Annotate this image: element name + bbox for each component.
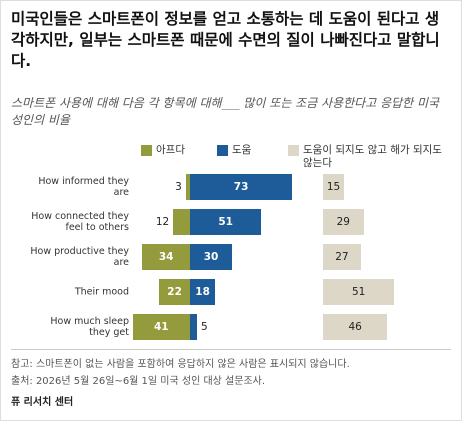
value-label: 30: [203, 251, 219, 263]
legend-label: 아프다: [156, 144, 185, 156]
bar: [323, 209, 364, 235]
bar: [159, 279, 190, 305]
bar: [132, 314, 190, 340]
legend-label: 도움: [232, 144, 252, 156]
divider: [11, 349, 451, 350]
category-label: How informed they are: [38, 176, 129, 198]
legend-label: 도움이 되지도 않고 해가 되지도 않는다: [303, 144, 442, 169]
credit: 퓨 리서치 센터: [11, 397, 74, 408]
category-label: How much sleep they get: [50, 316, 129, 338]
value-label: 51: [218, 216, 233, 228]
legend-swatch: [288, 145, 299, 156]
value-label: 73: [233, 181, 249, 193]
value-label: 29: [336, 216, 350, 228]
bar: [190, 209, 262, 235]
value-label: 22: [167, 286, 182, 298]
chart-subtitle: 스마트폰 사용에 대해 다음 각 항목에 대해___ 많이 또는 조금 사용한다…: [11, 96, 440, 127]
value-label: 46: [348, 321, 362, 333]
value-label: 51: [352, 286, 366, 298]
bar: [323, 314, 388, 340]
chart-title: 미국인들은 스마트폰이 정보를 얻고 소통하는 데 도움이 된다고 생각하지만,…: [11, 10, 440, 70]
bar: [142, 244, 190, 270]
bar: [190, 314, 197, 340]
legend-swatch: [141, 145, 152, 156]
category-label: Their mood: [74, 286, 129, 298]
note: 참고: 스마트폰이 없는 사람을 포함하여 응답하지 않은 사람은 표시되지 않…: [11, 359, 350, 370]
value-label: 12: [155, 216, 170, 228]
source: 출처: 2026년 5월 26일~6월 1일 미국 성인 대상 설문조사.: [11, 376, 266, 387]
bar: [190, 279, 216, 305]
value-label: 27: [335, 251, 349, 263]
value-label: 18: [195, 286, 210, 298]
bar: [323, 174, 344, 200]
value-label: 3: [175, 181, 182, 193]
value-label: 41: [153, 321, 169, 333]
value-label: 5: [201, 321, 208, 333]
value-label: 15: [326, 181, 341, 193]
bar: [323, 279, 395, 305]
bar: [323, 244, 361, 270]
legend-swatch: [217, 145, 228, 156]
bar: [173, 209, 190, 235]
bar: [185, 174, 190, 200]
value-label: 34: [158, 251, 174, 263]
category-label: How productive they are: [30, 246, 129, 268]
category-label: How connected they feel to others: [31, 211, 129, 233]
bar: [190, 244, 232, 270]
bar: [190, 174, 293, 200]
